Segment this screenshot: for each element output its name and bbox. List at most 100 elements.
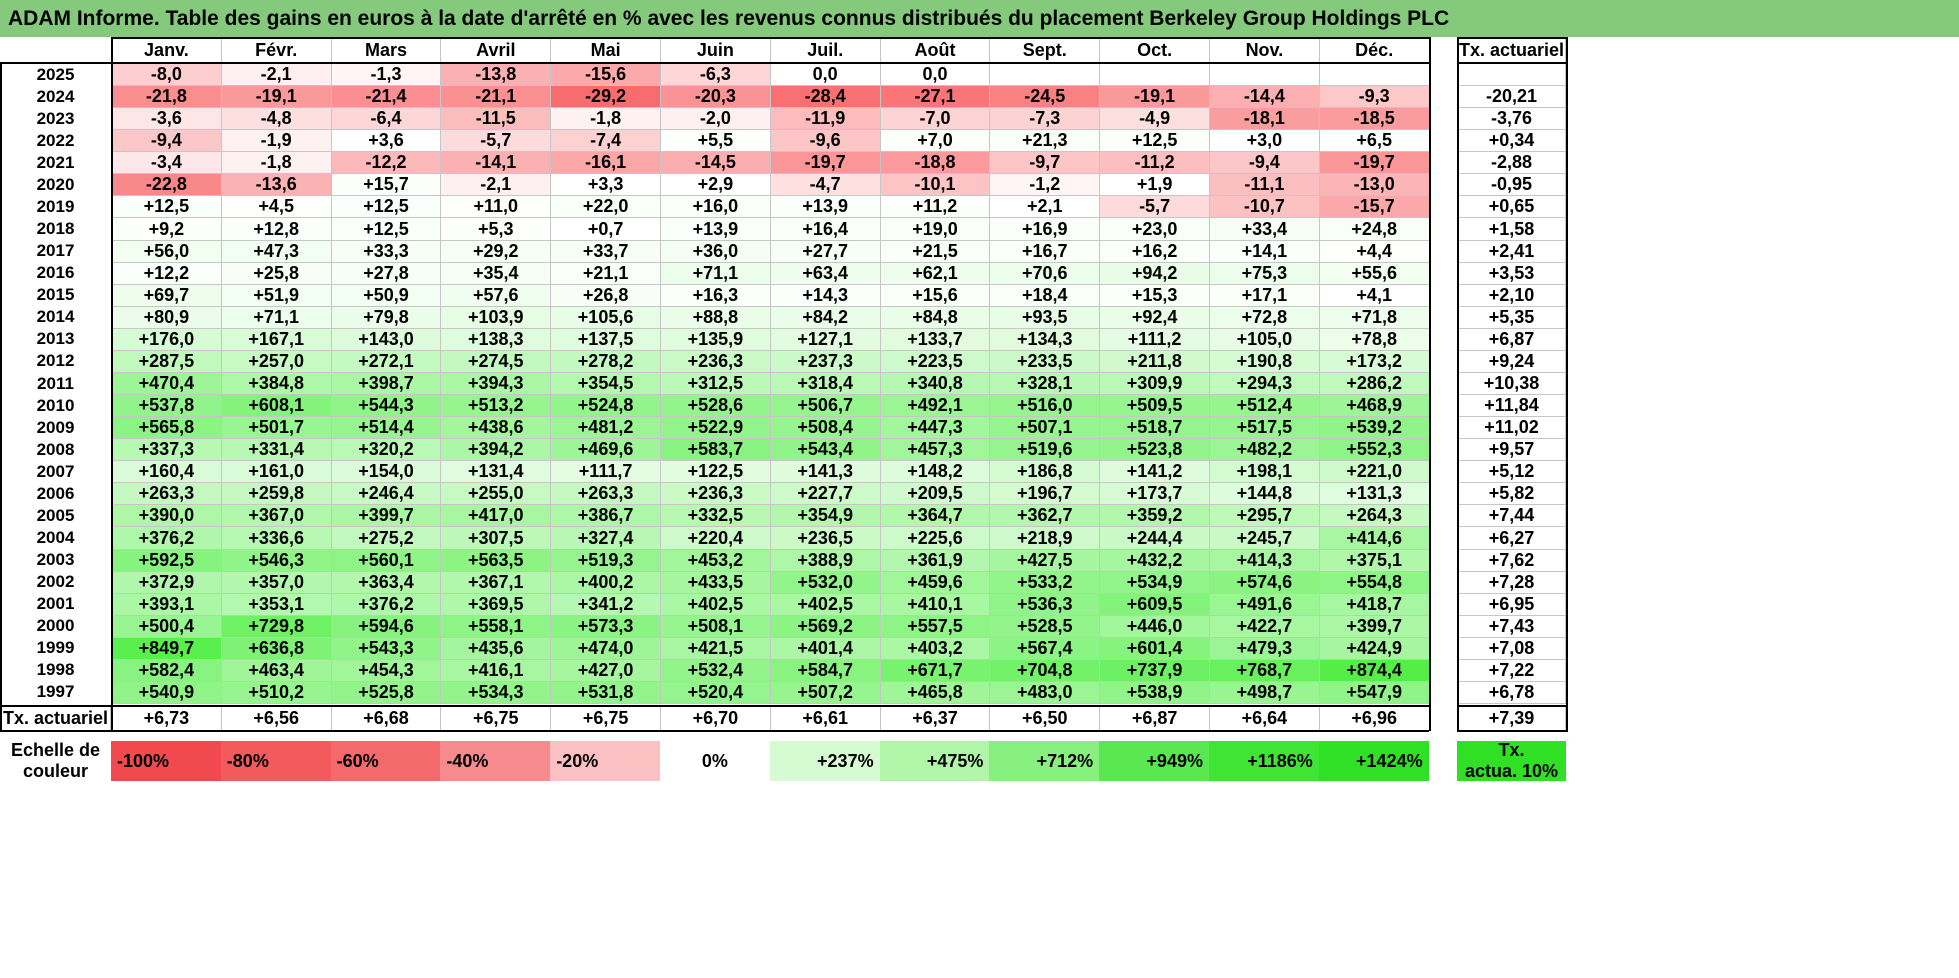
gain-cell: +218,9 [989,526,1101,550]
gain-cell: +307,5 [440,526,552,550]
gain-cell [1318,63,1430,87]
gain-cell: +433,5 [660,570,771,594]
gain-cell: +236,3 [660,482,771,506]
gain-cell: +33,7 [550,239,661,263]
gain-cell: +245,7 [1209,526,1320,550]
gain-cell: +105,6 [550,305,661,329]
gain-cell: +332,5 [660,504,771,528]
gain-cell: +435,6 [440,636,552,660]
gain-cell: -24,5 [989,85,1101,109]
footer-rate-cell: +6,37 [879,706,991,731]
gain-cell: +2,9 [660,173,771,197]
gain-cell: +414,6 [1318,526,1430,550]
report-title: ADAM Informe. Table des gains en euros à… [0,0,1959,37]
gain-cell: -9,4 [1209,151,1320,175]
actuarial-rate-cell: +2,41 [1457,239,1566,263]
gain-cell: +255,0 [440,482,552,506]
gain-cell: -2,1 [440,173,552,197]
gain-cell: +399,7 [1318,614,1430,638]
gain-cell: +584,7 [769,658,881,682]
gain-cell: +364,7 [879,504,991,528]
gain-cell: -12,2 [330,151,442,175]
footer-label: Tx. actuariel [0,706,111,731]
gain-cell: +498,7 [1209,680,1320,705]
gain-cell: -4,9 [1099,107,1210,131]
month-header: Mars [330,37,442,63]
gain-cell: +565,8 [111,416,222,440]
footer-rate-cell: +6,64 [1209,706,1320,731]
gain-cell: -13,8 [440,63,552,87]
gain-cell: +376,2 [111,526,222,550]
gain-cell: +111,2 [1099,327,1210,351]
gain-cell: +80,9 [111,305,222,329]
gain-cell: +4,1 [1318,283,1430,307]
year-label: 2009 [36,417,75,437]
gain-cell: -14,1 [440,151,552,175]
gain-cell: +362,7 [989,504,1101,528]
footer-rate-cell: +6,50 [989,706,1101,731]
gain-cell: +369,5 [440,592,552,616]
gain-cell: +469,6 [550,438,661,462]
actuarial-rate-cell: +9,57 [1457,438,1566,462]
color-scale-swatch: +1424% [1318,741,1429,781]
gain-cell: +507,1 [989,416,1101,440]
gain-cell: +594,6 [330,614,442,638]
gain-cell: +438,6 [440,416,552,440]
gain-cell: +353,1 [220,592,332,616]
actuarial-rate-cell: -2,88 [1457,151,1566,175]
month-header: Août [879,37,991,63]
color-scale-swatch: +237% [769,741,880,781]
month-header: Sept. [989,37,1101,63]
month-header: Mai [550,37,661,63]
gain-cell: +331,4 [220,438,332,462]
actuarial-rate-cell: +6,87 [1457,327,1566,351]
gain-cell: +519,3 [550,548,661,572]
year-label: 2025 [36,64,75,84]
gain-cell: +543,3 [330,636,442,660]
gain-cell: +357,0 [220,570,332,594]
gain-cell: +849,7 [111,636,222,660]
gain-cell: +72,8 [1209,305,1320,329]
gain-cell: +16,0 [660,195,771,219]
gain-cell: +432,2 [1099,548,1210,572]
gain-cell: +12,2 [111,261,222,285]
month-header: Janv. [111,37,222,63]
gain-cell: +111,7 [550,460,661,484]
year-label: 1998 [36,660,75,680]
gain-cell: +148,2 [879,460,991,484]
gain-cell: +16,2 [1099,239,1210,263]
gain-cell: +501,7 [220,416,332,440]
gain-cell: +318,4 [769,371,881,396]
gain-cell: +601,4 [1099,636,1210,660]
gain-cell: +16,7 [989,239,1101,263]
gain-cell: +103,9 [440,305,552,329]
actuarial-rate-cell: +11,84 [1457,394,1566,418]
gain-cell: -7,3 [989,107,1101,131]
gain-cell: -5,7 [440,129,552,153]
color-scale-swatch: -100% [111,741,221,781]
gain-cell: +398,7 [330,371,442,396]
year-label: 2012 [36,351,75,371]
gain-cell: +144,8 [1209,482,1320,506]
actuarial-rate-cell: +7,28 [1457,570,1566,594]
gain-cell: -19,1 [1099,85,1210,109]
gain-cell: -11,1 [1209,173,1320,197]
gain-cell: -21,4 [330,85,442,109]
gain-cell: +5,3 [440,217,552,241]
gain-cell: +84,8 [879,305,991,329]
table-border [0,730,1429,732]
gain-cell: +363,4 [330,570,442,594]
gain-cell: +237,3 [769,349,881,373]
gain-cell: +609,5 [1099,592,1210,616]
gain-cell: +528,5 [989,614,1101,638]
gain-cell: +127,1 [769,327,881,351]
gain-cell: +320,2 [330,438,442,462]
gain-cell: +63,4 [769,261,881,285]
gain-cell: +105,0 [1209,327,1320,351]
table-border [1428,37,1431,731]
footer-rate-cell: +6,75 [550,706,661,731]
year-label: 2002 [36,572,75,592]
gain-cell: +93,5 [989,305,1101,329]
gain-cell: +465,8 [879,680,991,705]
gain-cell: +78,8 [1318,327,1430,351]
